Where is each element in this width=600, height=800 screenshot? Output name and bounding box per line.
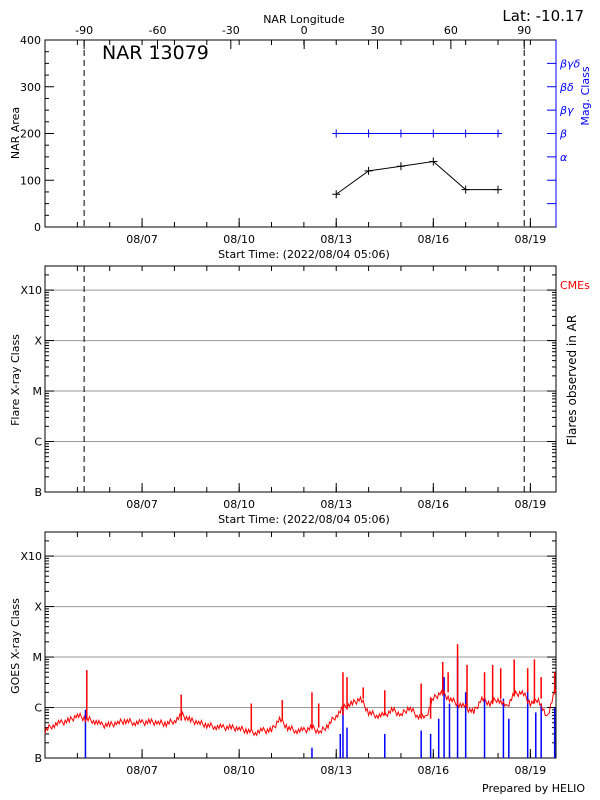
mag-class-tick-label: β — [559, 128, 567, 141]
nar-area-point — [429, 157, 438, 166]
mag-class-tick-label: βγδ — [559, 57, 581, 70]
longitude-tick-label: -30 — [222, 24, 240, 37]
x-tick-label: 08/13 — [320, 233, 352, 246]
y-tick-label: 100 — [20, 174, 41, 187]
mag-class-tick-label: βγ — [559, 104, 574, 117]
y-tick-label: C — [34, 702, 42, 715]
longitude-tick-label: 30 — [371, 24, 385, 37]
nar-area-point — [494, 185, 503, 194]
flares-panel: B C M X X10 08/07 08/10 08/13 08/16 08/19 — [20, 265, 557, 511]
top-axis-label: NAR Longitude — [263, 13, 345, 26]
y-tick-label: M — [33, 385, 43, 398]
longitude-tick-label: -60 — [148, 24, 166, 37]
y-tick-label: X10 — [20, 550, 42, 563]
y-tick-label: B — [34, 752, 42, 765]
mag-class-point — [494, 129, 503, 138]
x-tick-label: 08/16 — [417, 498, 449, 511]
y-axis-label-nar: NAR Area — [9, 107, 22, 159]
x-tick-label: 08/07 — [126, 498, 158, 511]
plot-frame — [44, 265, 557, 493]
y-tick-label: B — [34, 486, 42, 499]
longitude-tick-label: -90 — [75, 24, 93, 37]
y-tick-label: X — [34, 335, 42, 348]
x-tick-label: 08/16 — [417, 233, 449, 246]
plot-frame — [44, 531, 557, 759]
x-tick-label: 08/10 — [223, 498, 255, 511]
y-axis-label-flares: Flare X-ray Class — [9, 334, 22, 426]
x-axis-label-flares: Start Time: (2022/08/04 05:06) — [218, 513, 390, 526]
x-axis-label-nar: Start Time: (2022/08/04 05:06) — [218, 248, 390, 261]
nar-area-point — [461, 185, 470, 194]
x-tick-label: 08/16 — [417, 764, 449, 777]
mag-class-point — [396, 129, 405, 138]
nar-area-point — [396, 162, 405, 171]
y-tick-label: 300 — [20, 81, 41, 94]
y-axis-label-flares-right: Flares observed in AR — [565, 315, 579, 445]
goes-long-channel-line — [44, 689, 557, 737]
nar-area-point — [364, 166, 373, 175]
x-tick-label: 08/19 — [515, 233, 547, 246]
goes-panel: B C M X X10 08/07 08/10 08/13 08/16 08/19 — [20, 531, 557, 777]
x-tick-label: 08/10 — [223, 764, 255, 777]
cmes-legend: CMEs — [560, 279, 590, 292]
mag-class-tick-label: βδ — [559, 81, 574, 94]
credit-label: Prepared by HELIO — [482, 782, 585, 795]
nar-panel: 08/07 08/10 08/13 08/16 08/190100200300400αβ… — [20, 24, 581, 246]
y-tick-label: M — [33, 651, 43, 664]
x-tick-label: 08/07 — [126, 233, 158, 246]
nar-area-point — [332, 190, 341, 199]
longitude-tick-label: 90 — [517, 24, 531, 37]
latitude-label: Lat: -10.17 — [502, 7, 584, 25]
x-tick-label: 08/13 — [320, 764, 352, 777]
nar-area-line — [335, 161, 499, 195]
y-axis-label-mag-class: Mag. Class — [579, 66, 592, 125]
longitude-tick-label: 60 — [444, 24, 458, 37]
mag-class-point — [364, 129, 373, 138]
longitude-tick-label: 0 — [301, 24, 308, 37]
y-tick-label: X — [34, 601, 42, 614]
y-tick-label: C — [34, 436, 42, 449]
nar-title: NAR 13079 — [102, 42, 209, 64]
y-tick-label: 400 — [20, 34, 41, 47]
y-tick-label: 0 — [34, 221, 41, 234]
mag-class-point — [429, 129, 438, 138]
x-tick-label: 08/19 — [515, 498, 547, 511]
x-tick-label: 08/19 — [515, 764, 547, 777]
mag-class-point — [332, 129, 341, 138]
y-tick-label: 200 — [20, 128, 41, 141]
x-tick-label: 08/13 — [320, 498, 352, 511]
x-tick-label: 08/10 — [223, 233, 255, 246]
mag-class-tick-label: α — [560, 151, 568, 164]
y-tick-label: X10 — [20, 284, 42, 297]
y-axis-label-goes: GOES X-ray Class — [9, 598, 22, 694]
mag-class-point — [461, 129, 470, 138]
x-tick-label: 08/07 — [126, 764, 158, 777]
